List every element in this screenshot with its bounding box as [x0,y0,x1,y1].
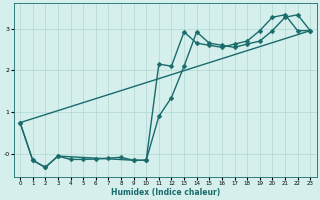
X-axis label: Humidex (Indice chaleur): Humidex (Indice chaleur) [110,188,220,197]
